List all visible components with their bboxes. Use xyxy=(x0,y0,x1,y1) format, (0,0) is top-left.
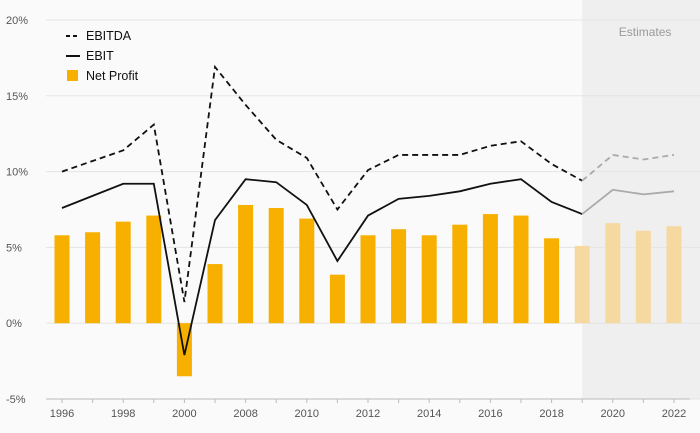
legend-label-ebitda: EBITDA xyxy=(86,29,132,43)
ebit-line xyxy=(61,178,583,356)
x-tick-label: 2016 xyxy=(478,408,502,420)
x-tick-label: 1998 xyxy=(111,408,135,420)
net-profit-bar xyxy=(115,221,131,324)
net-profit-bar xyxy=(574,245,590,324)
x-tick-label: 1996 xyxy=(50,408,74,420)
y-tick-label: 20% xyxy=(6,15,28,27)
net-profit-bar xyxy=(146,215,162,324)
y-tick-label: -5% xyxy=(6,394,26,406)
y-tick-label: 5% xyxy=(6,242,22,254)
x-tick-label: 2012 xyxy=(356,408,380,420)
x-tick-label: 2008 xyxy=(233,408,257,420)
net-profit-bar xyxy=(54,235,70,324)
net-profit-bar xyxy=(85,232,101,324)
net-profit-bar xyxy=(635,230,651,324)
estimates-label: Estimates xyxy=(619,25,672,39)
x-axis: 1996 1998 2000 2008 2010 2012 2014 2016 2018 2020… xyxy=(46,398,690,420)
y-axis: -5% 0% 5% 10% 15% 20% xyxy=(6,15,28,406)
y-tick-label: 10% xyxy=(6,167,28,179)
net-profit-bar xyxy=(421,235,437,324)
net-profit-bar xyxy=(482,214,498,324)
net-profit-bar xyxy=(452,224,468,324)
ebit-estimate-line xyxy=(581,188,675,215)
x-tick-label: 2020 xyxy=(601,408,625,420)
y-tick-label: 0% xyxy=(6,318,22,330)
net-profit-bar xyxy=(299,218,315,324)
line-series xyxy=(61,64,675,356)
net-profit-bar xyxy=(513,215,529,324)
net-profit-bar xyxy=(605,223,621,324)
x-tick-label: 2018 xyxy=(539,408,563,420)
net-profit-bars xyxy=(54,204,682,377)
legend-label-ebit: EBIT xyxy=(86,49,114,63)
x-tick-label: 2022 xyxy=(662,408,686,420)
legend-swatch-net-profit xyxy=(67,70,78,81)
y-tick-label: 15% xyxy=(6,91,28,103)
x-tick-label: 2014 xyxy=(417,408,441,420)
legend: EBITDA EBIT Net Profit xyxy=(66,29,139,83)
net-profit-bar xyxy=(329,274,345,324)
net-profit-bar xyxy=(360,235,376,324)
legend-label-net-profit: Net Profit xyxy=(86,69,139,83)
net-profit-bar xyxy=(238,204,254,324)
x-tick-label: 2010 xyxy=(295,408,319,420)
ebitda-line xyxy=(61,64,583,303)
net-profit-bar xyxy=(207,264,223,324)
net-profit-bar xyxy=(268,207,284,324)
net-profit-bar xyxy=(391,229,407,324)
ebitda-estimate-line xyxy=(581,153,675,182)
net-profit-bar xyxy=(544,238,560,324)
net-profit-bar xyxy=(666,226,682,324)
x-tick-label: 2000 xyxy=(172,408,196,420)
